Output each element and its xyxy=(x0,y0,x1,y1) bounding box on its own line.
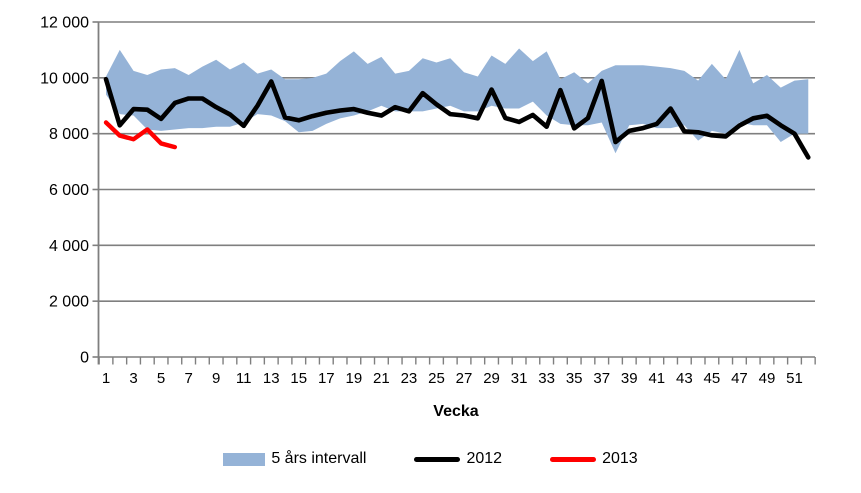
x-tick-label-37: 37 xyxy=(593,370,610,387)
x-tick-label-43: 43 xyxy=(676,370,693,387)
legend-item-2012: 2012 xyxy=(414,450,502,468)
legend-label-2013: 2013 xyxy=(602,450,638,467)
band-swatch-icon xyxy=(223,452,266,466)
x-tick-label-47: 47 xyxy=(731,370,748,387)
x-tick-label-7: 7 xyxy=(184,370,192,387)
line-2013-swatch-icon xyxy=(550,456,597,462)
x-axis-title: Vecka xyxy=(433,403,478,420)
x-tick-label-45: 45 xyxy=(704,370,721,387)
axes xyxy=(92,21,816,365)
x-tick-label-49: 49 xyxy=(759,370,776,387)
x-tick-label-11: 11 xyxy=(236,370,252,387)
data-lines xyxy=(103,76,811,160)
x-tick-label-9: 9 xyxy=(212,370,220,387)
x-tick-label-13: 13 xyxy=(263,370,280,387)
x-tick-label-15: 15 xyxy=(290,370,307,387)
y-tick-label-12000: 12 000 xyxy=(40,15,89,32)
line-2012-swatch-icon xyxy=(414,456,461,462)
y-tick-label-4000: 4 000 xyxy=(49,238,89,255)
interval-band xyxy=(106,48,809,154)
x-tick-label-23: 23 xyxy=(401,370,418,387)
line-series-2013 xyxy=(103,120,178,150)
x-tick-label-5: 5 xyxy=(157,370,165,387)
y-tick-label-6000: 6 000 xyxy=(49,182,89,199)
x-tick-label-17: 17 xyxy=(318,370,335,387)
y-tick-label-2000: 2 000 xyxy=(49,294,89,311)
y-tick-label-8000: 8 000 xyxy=(49,126,89,143)
x-tick-label-41: 41 xyxy=(648,370,665,387)
x-tick-label-3: 3 xyxy=(129,370,137,387)
x-tick-label-35: 35 xyxy=(566,370,583,387)
five-year-interval-band xyxy=(106,48,809,154)
legend-label-2012: 2012 xyxy=(466,450,503,467)
x-tick-label-21: 21 xyxy=(373,370,390,387)
x-tick-label-51: 51 xyxy=(786,370,803,387)
x-tick-label-25: 25 xyxy=(428,370,445,387)
x-tick-label-29: 29 xyxy=(483,370,500,387)
x-tick-label-19: 19 xyxy=(346,370,363,387)
x-tick-label-31: 31 xyxy=(511,370,528,387)
x-tick-label-1: 1 xyxy=(102,370,110,387)
x-tick-label-33: 33 xyxy=(538,370,555,387)
legend: 5 års intervall 2012 2013 xyxy=(0,450,861,468)
legend-item-2013: 2013 xyxy=(550,450,638,468)
y-tick-label-0: 0 xyxy=(80,350,89,367)
legend-item-band: 5 års intervall xyxy=(223,450,366,468)
legend-label-band: 5 års intervall xyxy=(271,450,367,467)
line-series-2012 xyxy=(103,76,811,160)
x-tick-label-27: 27 xyxy=(456,370,473,387)
x-tick-label-39: 39 xyxy=(621,370,638,387)
y-tick-label-10000: 10 000 xyxy=(40,70,89,87)
